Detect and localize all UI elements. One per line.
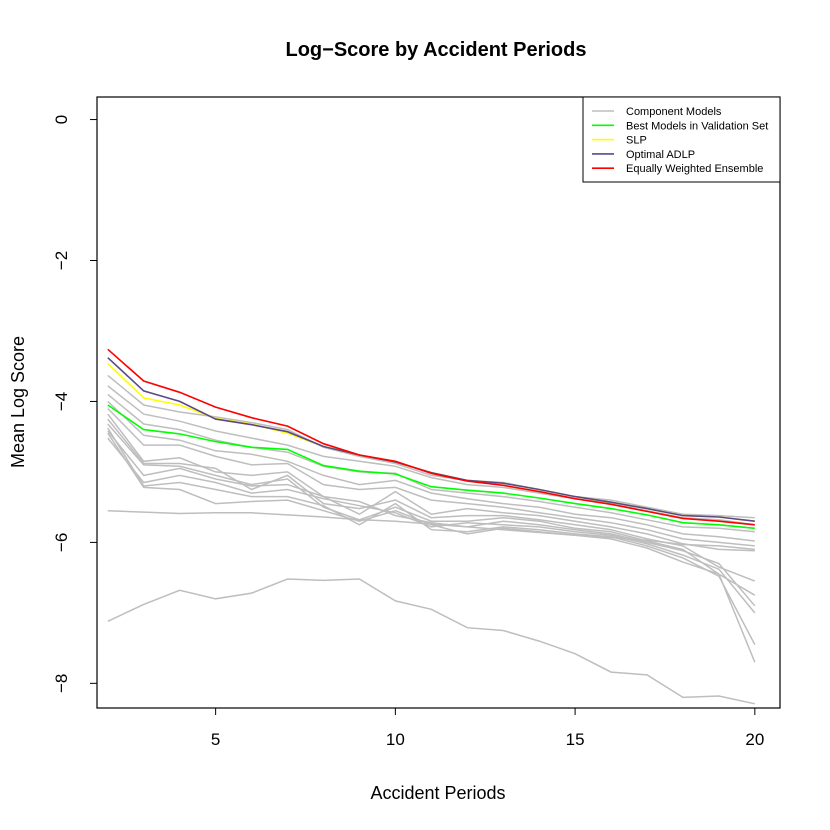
- component-model-line: [107, 400, 755, 542]
- y-tick-label: −8: [52, 674, 71, 693]
- legend-label: Optimal ADLP: [626, 149, 695, 161]
- x-axis: 5 10 15 20: [211, 707, 764, 749]
- legend-label: Component Models: [626, 106, 722, 118]
- x-tick-label: 20: [745, 730, 764, 749]
- chart-title: Log−Score by Accident Periods: [285, 39, 586, 61]
- component-model-line: [107, 393, 755, 533]
- component-model-line: [107, 407, 755, 547]
- y-tick-label: −4: [52, 392, 71, 411]
- legend: Component Models Best Models in Validatio…: [582, 96, 781, 183]
- series-line-slp: [107, 362, 755, 522]
- y-tick-label: −2: [52, 251, 71, 270]
- component-model-line: [107, 418, 756, 582]
- plot-area: [96, 96, 781, 709]
- series-line-equally-weighted-ensemble: [107, 348, 755, 526]
- x-tick-label: 5: [211, 730, 220, 749]
- component-model-line: [107, 413, 755, 552]
- component-model-line: [107, 430, 756, 607]
- component-model-line: [107, 578, 755, 705]
- y-tick-label: −6: [52, 533, 71, 552]
- component-model-line: [107, 385, 755, 526]
- component-model-line: [107, 374, 755, 519]
- legend-label: Best Models in Validation Set: [626, 120, 768, 132]
- y-tick-label: 0: [52, 115, 71, 124]
- legend-label: SLP: [626, 135, 647, 147]
- component-model-line: [107, 427, 756, 645]
- legend-label: Equally Weighted Ensemble: [626, 163, 763, 175]
- series-layer: [107, 348, 756, 705]
- legend-box: [582, 96, 781, 183]
- x-axis-label: Accident Periods: [370, 783, 505, 803]
- y-axis: 0 −2 −4 −6 −8: [52, 115, 98, 693]
- x-tick-label: 10: [386, 730, 405, 749]
- component-model-line: [107, 509, 755, 551]
- series-line-best-models-in-validation-set: [107, 404, 755, 530]
- y-axis-label: Mean Log Score: [8, 336, 28, 468]
- component-model-line: [107, 437, 756, 614]
- x-tick-label: 15: [566, 730, 585, 749]
